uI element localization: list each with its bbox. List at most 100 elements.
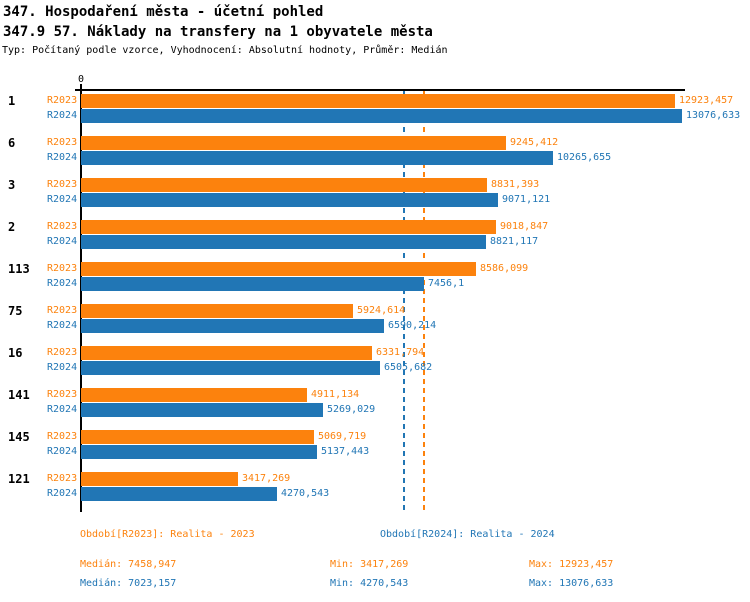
bar-r2023	[81, 388, 307, 402]
category-label: 75	[8, 304, 23, 318]
bar-row-r2024: R2024 10265,655	[47, 151, 750, 165]
series-label-r2024: R2024	[47, 320, 78, 331]
value-label-r2024: 4270,543	[281, 488, 330, 499]
axis-origin-label: 0	[77, 74, 85, 85]
value-label-r2024: 5269,029	[327, 404, 376, 415]
bar-r2023	[81, 472, 238, 486]
stat-median-r2024: Medián: 7023,157	[80, 578, 177, 589]
bar-row-r2023: R2023 9018,847	[47, 220, 750, 234]
value-label-r2024: 5137,443	[321, 446, 370, 457]
series-label-r2023: R2023	[47, 179, 78, 190]
value-label-r2023: 4911,134	[311, 389, 360, 400]
series-label-r2024: R2024	[47, 362, 78, 373]
value-label-r2023: 6331,794	[376, 347, 425, 358]
value-label-r2024: 6590,214	[388, 320, 437, 331]
category-label: 6	[8, 136, 16, 150]
chart-subtitle: 347.9 57. Náklady na transfery na 1 obyv…	[3, 24, 433, 40]
value-label-r2023: 5069,719	[318, 431, 367, 442]
bar-group-75: 75 R2023 5924,614 R2024 6590,214	[0, 304, 750, 346]
bar-group-113: 113 R2023 8586,099 R2024 7456,1	[0, 262, 750, 304]
bar-row-r2024: R2024 9071,121	[47, 193, 750, 207]
bar-row-r2024: R2024 6590,214	[47, 319, 750, 333]
value-label-r2023: 8586,099	[480, 263, 529, 274]
bar-group-141: 141 R2023 4911,134 R2024 5269,029	[0, 388, 750, 430]
bar-row-r2024: R2024 13076,633	[47, 109, 750, 123]
bar-group-145: 145 R2023 5069,719 R2024 5137,443	[0, 430, 750, 472]
bar-row-r2023: R2023 5069,719	[47, 430, 750, 444]
series-label-r2024: R2024	[47, 446, 78, 457]
category-label: 141	[8, 388, 30, 402]
legend-r2023: Období[R2023]: Realita - 2023	[80, 529, 255, 540]
series-label-r2023: R2023	[47, 95, 78, 106]
bar-group-3: 3 R2023 8831,393 R2024 9071,121	[0, 178, 750, 220]
bar-r2024	[81, 487, 277, 501]
value-label-r2024: 13076,633	[686, 110, 741, 121]
chart-meta: Typ: Počítaný podle vzorce, Vyhodnocení:…	[2, 45, 448, 56]
median-line-r2024	[403, 91, 405, 511]
series-label-r2023: R2023	[47, 473, 78, 484]
value-label-r2023: 9245,412	[510, 137, 559, 148]
bar-r2023	[81, 262, 476, 276]
value-label-r2023: 12923,457	[679, 95, 734, 106]
bar-row-r2024: R2024 8821,117	[47, 235, 750, 249]
series-label-r2024: R2024	[47, 152, 78, 163]
series-label-r2024: R2024	[47, 278, 78, 289]
value-label-r2023: 3417,269	[242, 473, 291, 484]
value-label-r2023: 8831,393	[491, 179, 540, 190]
series-label-r2024: R2024	[47, 110, 78, 121]
bar-row-r2023: R2023 12923,457	[47, 94, 750, 108]
bar-row-r2024: R2024 7456,1	[47, 277, 750, 291]
stat-max-r2023: Max: 12923,457	[529, 559, 614, 570]
value-label-r2023: 5924,614	[357, 305, 406, 316]
bar-group-16: 16 R2023 6331,794 R2024 6505,682	[0, 346, 750, 388]
legend-r2024: Období[R2024]: Realita - 2024	[380, 529, 555, 540]
bar-row-r2023: R2023 9245,412	[47, 136, 750, 150]
bar-group-6: 6 R2023 9245,412 R2024 10265,655	[0, 136, 750, 178]
bar-r2023	[81, 136, 506, 150]
bar-r2024	[81, 445, 317, 459]
bar-row-r2023: R2023 3417,269	[47, 472, 750, 486]
series-label-r2024: R2024	[47, 404, 78, 415]
bar-r2024	[81, 235, 486, 249]
series-label-r2024: R2024	[47, 194, 78, 205]
bar-group-2: 2 R2023 9018,847 R2024 8821,117	[0, 220, 750, 262]
stat-median-r2023: Medián: 7458,947	[80, 559, 177, 570]
value-label-r2023: 9018,847	[500, 221, 549, 232]
median-line-r2023	[423, 91, 425, 511]
series-label-r2023: R2023	[47, 137, 78, 148]
stat-max-r2024: Max: 13076,633	[529, 578, 614, 589]
chart-title: 347. Hospodaření města - účetní pohled	[3, 4, 324, 20]
series-label-r2024: R2024	[47, 488, 78, 499]
bar-row-r2023: R2023 8831,393	[47, 178, 750, 192]
bar-r2023	[81, 220, 496, 234]
bar-groups: 1 R2023 12923,457 R2024 13076,633 6 R2023 9245,…	[0, 94, 750, 514]
bar-r2023	[81, 94, 675, 108]
bar-row-r2023: R2023 8586,099	[47, 262, 750, 276]
bar-row-r2024: R2024 4270,543	[47, 487, 750, 501]
bar-row-r2023: R2023 6331,794	[47, 346, 750, 360]
value-label-r2024: 7456,1	[428, 278, 465, 289]
bar-row-r2024: R2024 5137,443	[47, 445, 750, 459]
series-label-r2023: R2023	[47, 305, 78, 316]
bar-group-1: 1 R2023 12923,457 R2024 13076,633	[0, 94, 750, 136]
bar-group-121: 121 R2023 3417,269 R2024 4270,543	[0, 472, 750, 514]
series-label-r2023: R2023	[47, 221, 78, 232]
bar-r2024	[81, 319, 384, 333]
stat-min-r2023: Min: 3417,269	[330, 559, 409, 570]
bar-r2024	[81, 193, 498, 207]
series-label-r2023: R2023	[47, 263, 78, 274]
bar-r2023	[81, 346, 372, 360]
bar-r2023	[81, 430, 314, 444]
value-label-r2024: 10265,655	[557, 152, 612, 163]
bar-row-r2023: R2023 4911,134	[47, 388, 750, 402]
value-label-r2024: 9071,121	[502, 194, 551, 205]
category-label: 145	[8, 430, 30, 444]
bar-r2024	[81, 151, 553, 165]
category-label: 1	[8, 94, 16, 108]
category-label: 2	[8, 220, 16, 234]
series-label-r2023: R2023	[47, 347, 78, 358]
stat-min-r2024: Min: 4270,543	[330, 578, 409, 589]
bar-row-r2024: R2024 6505,682	[47, 361, 750, 375]
bar-r2024	[81, 361, 380, 375]
